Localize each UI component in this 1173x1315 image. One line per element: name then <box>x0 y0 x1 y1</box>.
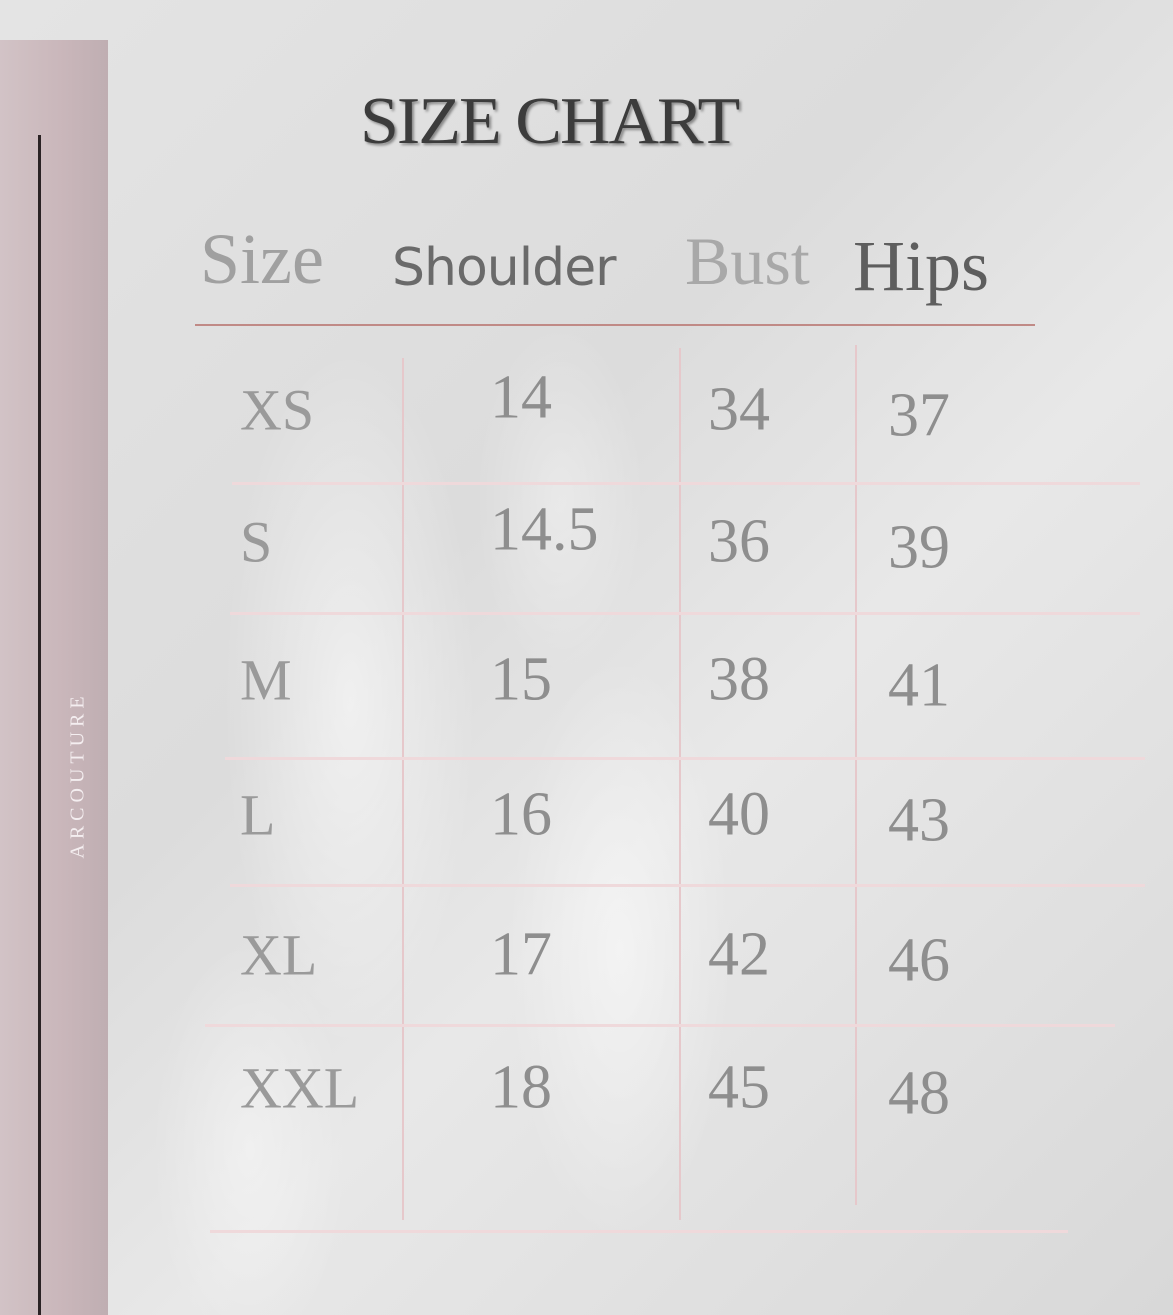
cell-size: XXL <box>240 1055 360 1121</box>
header-underline <box>195 324 1035 326</box>
cell-hips: 37 <box>888 381 950 450</box>
cell-hips: 41 <box>888 651 950 720</box>
cell-bust: 34 <box>708 375 770 444</box>
cell-bust: 38 <box>708 645 770 714</box>
cell-hips: 48 <box>888 1059 950 1128</box>
cell-bust: 36 <box>708 507 770 576</box>
cell-size: XS <box>240 377 315 443</box>
cell-shoulder: 14 <box>490 363 552 432</box>
cell-bust: 45 <box>708 1053 770 1122</box>
header-size: Size <box>200 219 324 299</box>
header-bust: Bust <box>685 223 810 299</box>
cell-shoulder: 16 <box>490 780 552 849</box>
cell-hips: 46 <box>888 926 950 995</box>
side-band <box>0 40 108 1315</box>
cell-hips: 43 <box>888 786 950 855</box>
cell-shoulder: 17 <box>490 920 552 989</box>
brand-logo-text: ARCOUTURE <box>66 691 89 859</box>
grid-row-line <box>210 1230 1068 1233</box>
grid-column-line <box>855 345 857 1205</box>
grid-row-line <box>232 482 1140 485</box>
cell-hips: 39 <box>888 513 950 582</box>
grid-row-line <box>205 1024 1115 1027</box>
cell-bust: 40 <box>708 780 770 849</box>
page-title: SIZE CHART <box>360 84 740 159</box>
header-hips: Hips <box>853 226 990 306</box>
cell-bust: 42 <box>708 920 770 989</box>
grid-column-line <box>402 358 404 1220</box>
cell-size: XL <box>240 922 318 988</box>
cell-size: L <box>240 782 276 848</box>
grid-row-line <box>230 612 1140 615</box>
header-shoulder: Shoulder <box>392 238 617 298</box>
grid-column-line <box>679 348 681 1220</box>
grid-row-line <box>230 884 1145 887</box>
cell-shoulder: 18 <box>490 1053 552 1122</box>
cell-size: S <box>240 509 273 575</box>
cell-shoulder: 15 <box>490 645 552 714</box>
grid-row-line <box>225 757 1145 760</box>
cell-shoulder: 14.5 <box>490 495 599 564</box>
cell-size: M <box>240 647 292 713</box>
side-divider <box>38 135 41 1315</box>
